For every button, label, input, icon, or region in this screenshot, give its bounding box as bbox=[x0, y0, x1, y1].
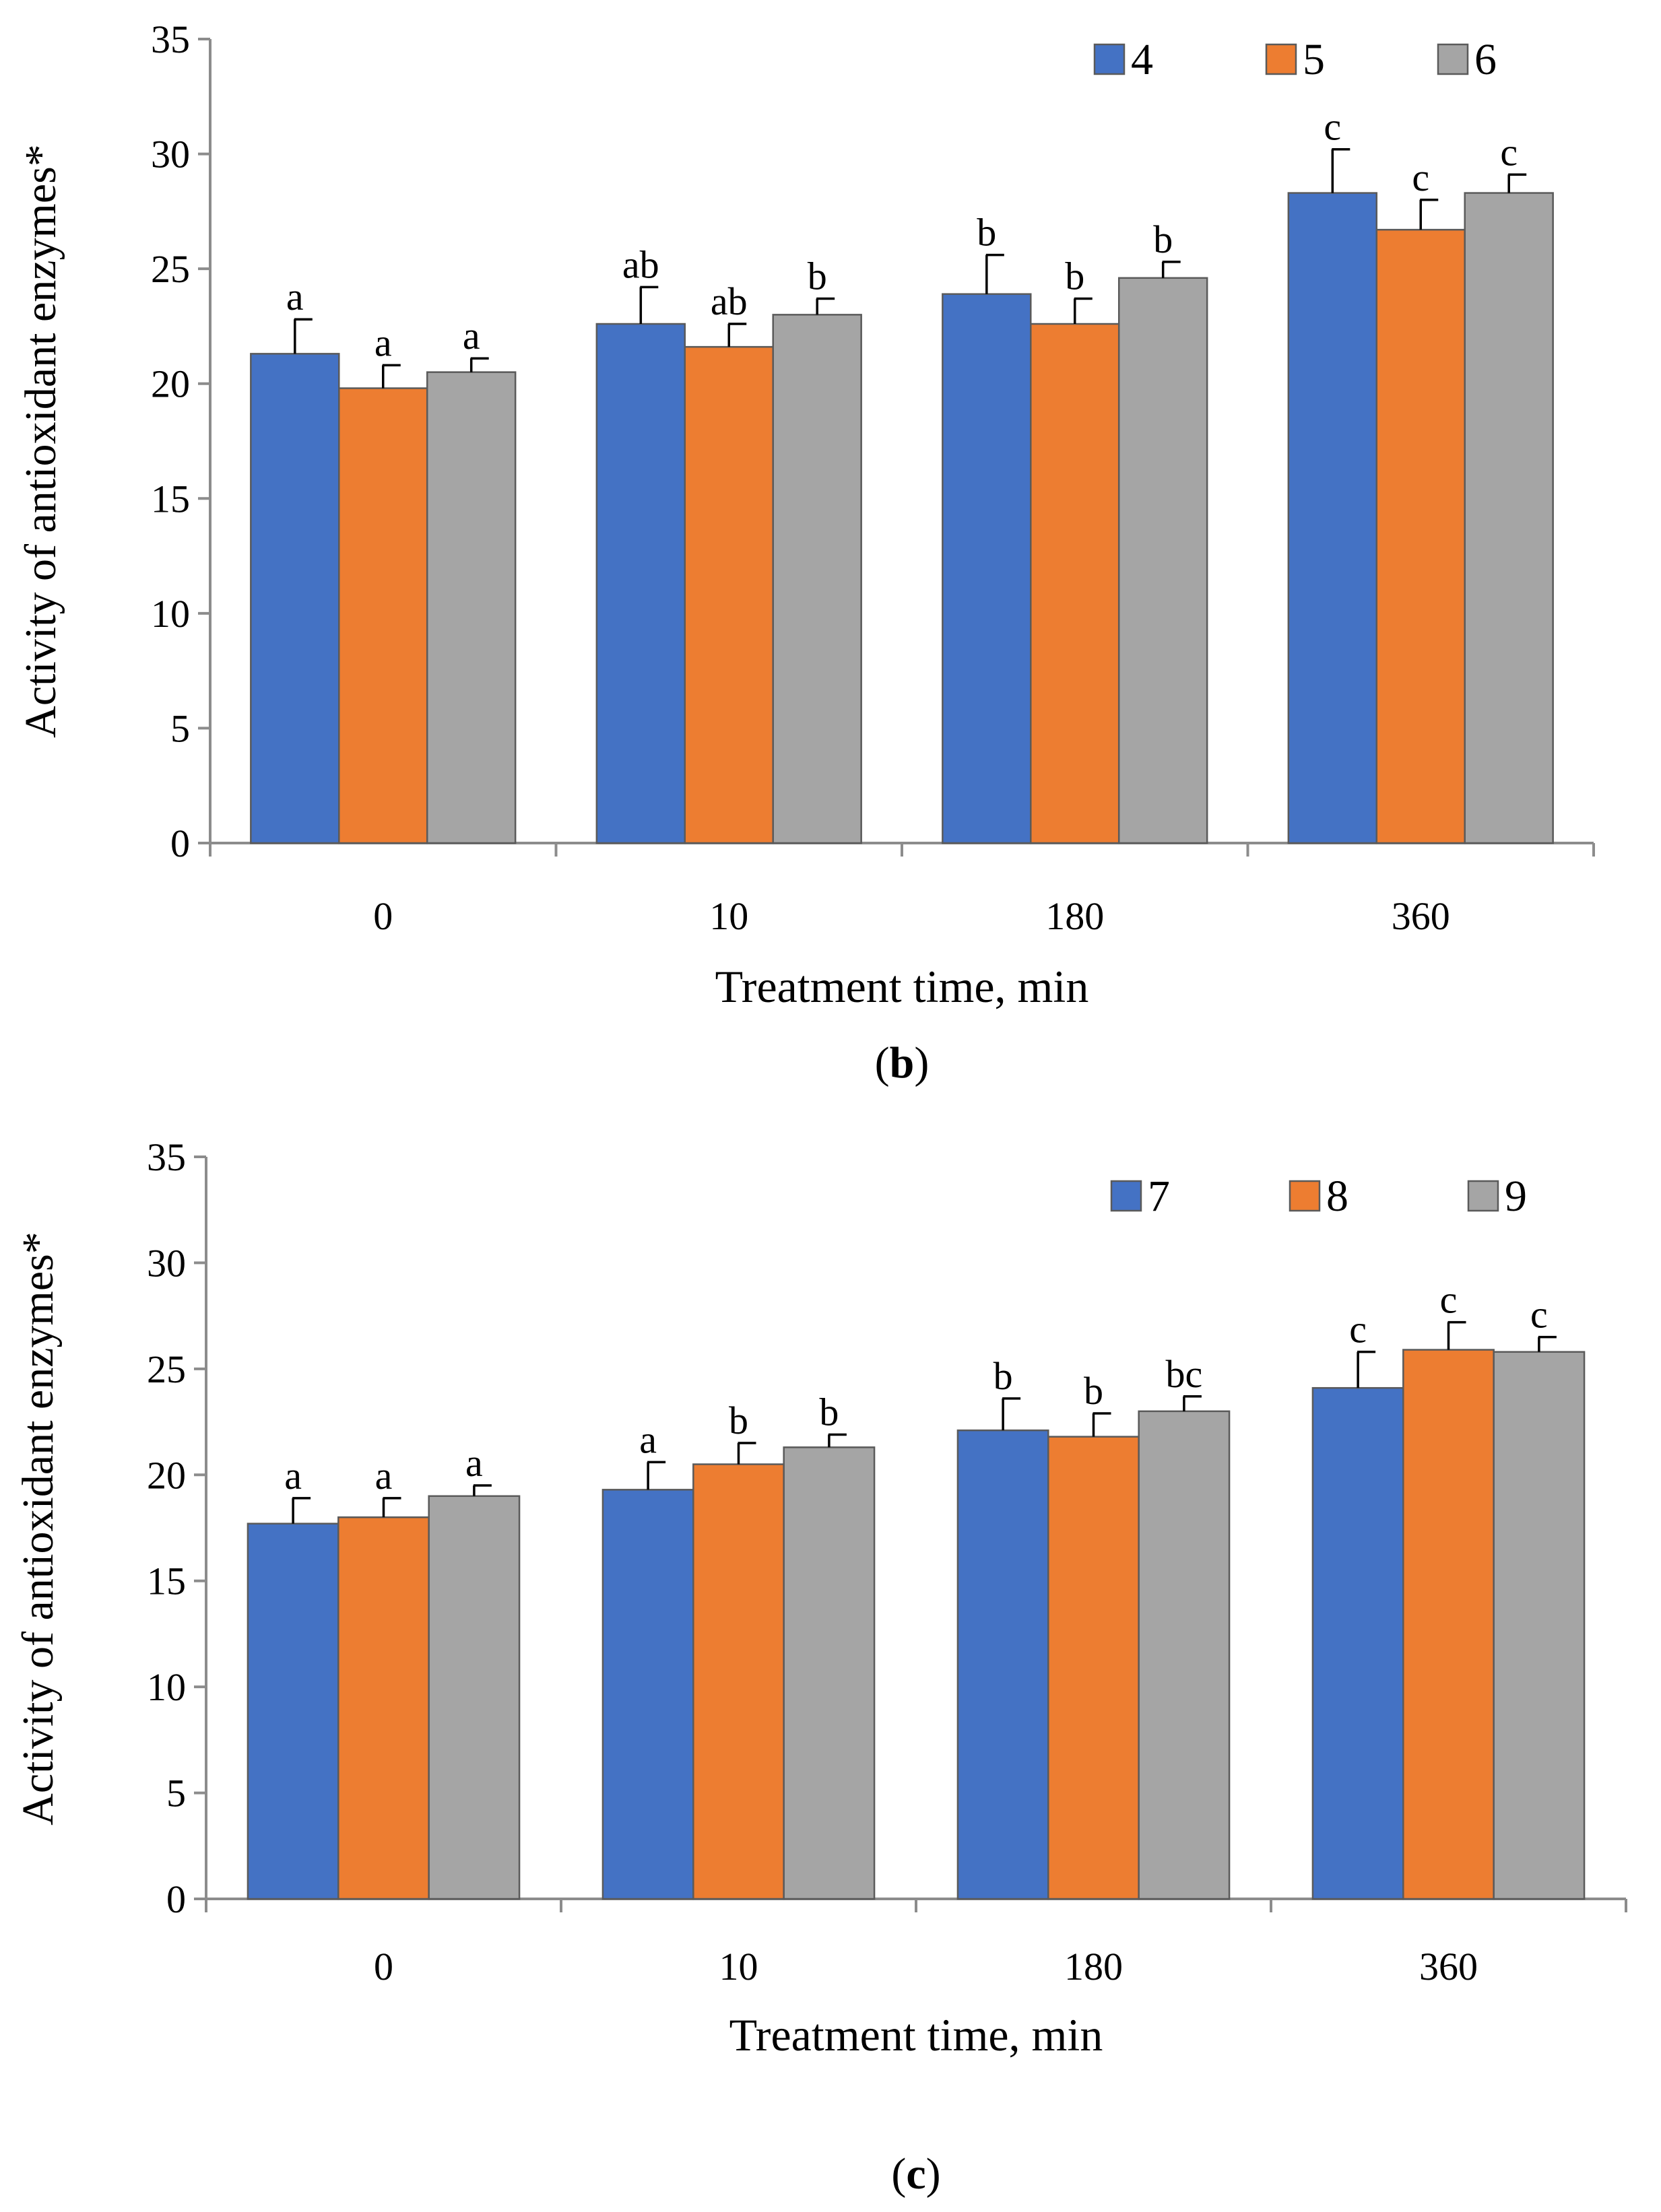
bar-series-5-cat-360 bbox=[1375, 228, 1466, 844]
significance-letter: b bbox=[994, 1354, 1013, 1398]
y-tick-label: 0 bbox=[166, 1877, 186, 1921]
legend-label-5: 5 bbox=[1303, 35, 1325, 84]
bar-series-5-cat-10 bbox=[684, 345, 774, 844]
bar-series-6-cat-180 bbox=[1117, 277, 1208, 844]
x-tick-label: 360 bbox=[1419, 1945, 1478, 1988]
bar-series-4-cat-180 bbox=[942, 293, 1032, 844]
significance-letter: c bbox=[1500, 130, 1518, 174]
bar-series-6-cat-10 bbox=[772, 314, 862, 844]
significance-letter: b bbox=[1065, 254, 1084, 298]
legend-swatch-5 bbox=[1265, 43, 1297, 75]
panel-label: (c) bbox=[891, 2149, 940, 2199]
significance-letter: a bbox=[374, 321, 392, 364]
significance-letter: ab bbox=[622, 242, 659, 286]
y-tick-label: 5 bbox=[166, 1772, 186, 1815]
legend-swatch-6 bbox=[1437, 43, 1469, 75]
y-tick-label: 10 bbox=[147, 1665, 186, 1709]
bar-series-8-cat-180 bbox=[1047, 1436, 1140, 1900]
y-tick-label: 30 bbox=[151, 133, 190, 176]
significance-letter: b bbox=[819, 1390, 839, 1434]
significance-letter: a bbox=[465, 1441, 483, 1485]
bar-series-7-cat-10 bbox=[601, 1489, 694, 1900]
y-tick-label: 15 bbox=[147, 1560, 186, 1603]
significance-letter: c bbox=[1324, 105, 1341, 149]
bar-series-7-cat-360 bbox=[1311, 1386, 1404, 1900]
panel-letter: c bbox=[906, 2149, 925, 2199]
x-tick-label: 180 bbox=[1064, 1945, 1123, 1988]
bar-series-8-cat-360 bbox=[1402, 1349, 1495, 1900]
significance-letter: b bbox=[1084, 1369, 1103, 1413]
legend-label-9: 9 bbox=[1505, 1172, 1527, 1221]
panel-letter: b bbox=[890, 1038, 915, 1087]
y-tick-label: 5 bbox=[170, 706, 190, 750]
significance-letter: b bbox=[729, 1399, 748, 1442]
significance-letter: a bbox=[284, 1454, 302, 1498]
x-tick-label: 0 bbox=[373, 894, 393, 938]
legend-swatch-8 bbox=[1289, 1180, 1321, 1212]
legend-swatch-7 bbox=[1110, 1180, 1142, 1212]
significance-letter: b bbox=[1153, 217, 1173, 261]
bar-series-5-cat-0 bbox=[338, 387, 428, 844]
legend-label-8: 8 bbox=[1326, 1172, 1348, 1221]
x-axis-title: Treatment time, min bbox=[729, 2009, 1103, 2060]
significance-letter: bc bbox=[1166, 1352, 1203, 1396]
bar-series-6-cat-360 bbox=[1464, 192, 1554, 844]
y-tick-label: 25 bbox=[147, 1347, 186, 1391]
x-tick-label: 360 bbox=[1392, 894, 1450, 938]
legend-label-6: 6 bbox=[1474, 35, 1497, 84]
significance-letter: a bbox=[286, 275, 304, 319]
significance-letter: ab bbox=[711, 279, 748, 323]
legend-label-7: 7 bbox=[1148, 1172, 1170, 1221]
x-tick-label: 10 bbox=[719, 1945, 758, 1988]
y-tick-label: 35 bbox=[151, 18, 190, 61]
y-axis-title: Activity of antioxidant enzymes* bbox=[13, 1232, 63, 1825]
y-tick-label: 15 bbox=[151, 477, 190, 521]
bar-series-8-cat-0 bbox=[337, 1516, 430, 1900]
bar-series-6-cat-0 bbox=[426, 371, 517, 844]
y-tick-label: 30 bbox=[147, 1241, 186, 1285]
bar-series-5-cat-180 bbox=[1030, 323, 1120, 844]
x-axis-title: Treatment time, min bbox=[715, 961, 1089, 1012]
significance-letter: c bbox=[1530, 1293, 1548, 1337]
bar-series-9-cat-180 bbox=[1138, 1410, 1231, 1900]
significance-letter: a bbox=[463, 314, 480, 358]
y-tick-label: 0 bbox=[170, 822, 190, 865]
y-tick-label: 10 bbox=[151, 592, 190, 636]
y-tick-label: 35 bbox=[147, 1135, 186, 1179]
bar-series-7-cat-0 bbox=[247, 1522, 339, 1900]
bar-series-9-cat-0 bbox=[428, 1495, 521, 1900]
bar-series-9-cat-360 bbox=[1493, 1351, 1586, 1900]
legend-swatch-4 bbox=[1093, 43, 1126, 75]
significance-letter: a bbox=[375, 1454, 393, 1498]
y-axis-title: Activity of antioxidant enzymes* bbox=[16, 144, 65, 738]
y-tick-label: 20 bbox=[151, 362, 190, 406]
y-tick-label: 20 bbox=[147, 1453, 186, 1497]
panel-label: (b) bbox=[875, 1038, 930, 1087]
significance-letter: b bbox=[808, 254, 827, 298]
bar-series-7-cat-180 bbox=[956, 1429, 1049, 1900]
x-tick-label: 0 bbox=[374, 1945, 393, 1988]
significance-letter: c bbox=[1412, 156, 1429, 199]
legend-swatch-9 bbox=[1467, 1180, 1499, 1212]
x-tick-label: 180 bbox=[1045, 894, 1104, 938]
bar-series-4-cat-10 bbox=[595, 323, 686, 844]
significance-letter: a bbox=[639, 1417, 657, 1461]
significance-letter: b bbox=[977, 211, 996, 255]
significance-letter: c bbox=[1440, 1278, 1458, 1322]
y-tick-label: 25 bbox=[151, 247, 190, 291]
legend-label-4: 4 bbox=[1131, 35, 1153, 84]
bar-series-4-cat-360 bbox=[1287, 192, 1378, 844]
x-tick-label: 10 bbox=[709, 894, 748, 938]
bar-series-8-cat-10 bbox=[692, 1463, 785, 1900]
significance-letter: c bbox=[1349, 1308, 1367, 1351]
bar-series-9-cat-10 bbox=[783, 1446, 876, 1900]
bar-series-4-cat-0 bbox=[250, 353, 340, 844]
